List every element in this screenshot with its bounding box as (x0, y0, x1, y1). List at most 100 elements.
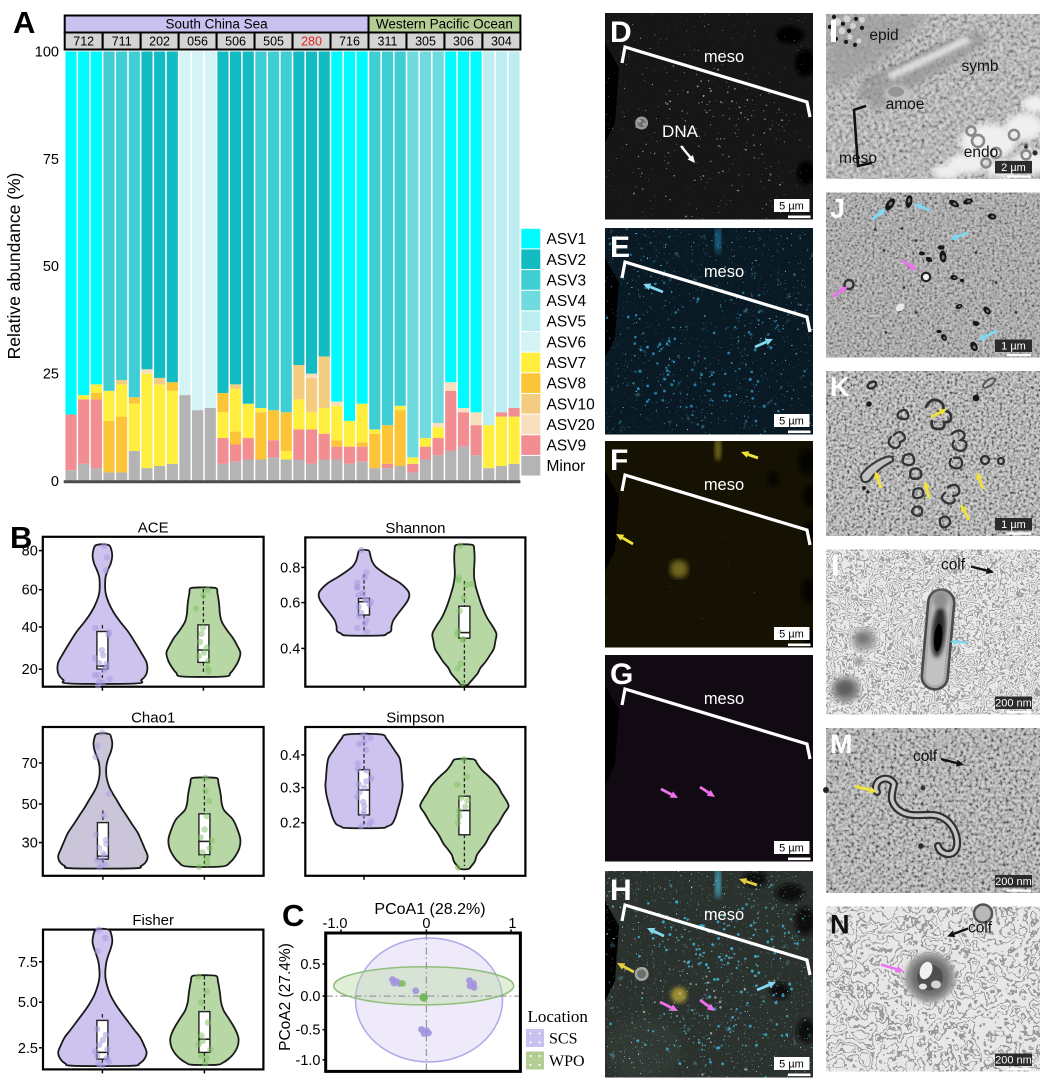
svg-text:1 µm: 1 µm (1001, 519, 1026, 531)
svg-text:280: 280 (301, 35, 322, 49)
svg-text:311: 311 (378, 35, 398, 49)
svg-text:C: C (282, 898, 304, 933)
svg-text:5.0: 5.0 (18, 995, 38, 1011)
svg-text:5 µm: 5 µm (779, 628, 804, 640)
svg-text:Location: Location (528, 1007, 589, 1026)
svg-text:505: 505 (263, 35, 284, 49)
svg-text:0.5: 0.5 (300, 957, 320, 973)
svg-text:endo: endo (964, 144, 998, 161)
svg-text:0.6: 0.6 (280, 596, 300, 612)
svg-text:ASV8: ASV8 (547, 376, 587, 393)
svg-text:305: 305 (415, 35, 436, 49)
svg-text:E: E (610, 231, 630, 264)
svg-text:5 µm: 5 µm (779, 200, 804, 212)
svg-text:M: M (830, 729, 853, 759)
svg-text:epid: epid (869, 27, 898, 44)
svg-text:ACE: ACE (138, 519, 169, 536)
svg-text:ASV10: ASV10 (547, 396, 596, 413)
svg-text:DNA: DNA (662, 122, 699, 141)
svg-text:ASV20: ASV20 (547, 417, 596, 434)
svg-text:711: 711 (112, 35, 132, 49)
svg-text:716: 716 (339, 35, 360, 49)
svg-text:meso: meso (704, 48, 744, 66)
svg-text:SCS: SCS (549, 1031, 577, 1048)
svg-text:0.8: 0.8 (280, 560, 300, 576)
svg-text:306: 306 (453, 35, 474, 49)
svg-text:meso: meso (704, 690, 744, 708)
svg-text:amoe: amoe (886, 96, 925, 113)
svg-text:meso: meso (704, 476, 744, 494)
svg-text:056: 056 (187, 35, 208, 49)
svg-text:304: 304 (491, 35, 512, 49)
svg-text:Chao1: Chao1 (131, 710, 175, 727)
svg-text:Relative abundance (%): Relative abundance (%) (4, 173, 24, 360)
svg-text:2.5: 2.5 (18, 1041, 38, 1057)
svg-text:meso: meso (704, 906, 744, 924)
svg-text:0: 0 (51, 474, 59, 490)
svg-text:5 µm: 5 µm (779, 842, 804, 854)
svg-text:100: 100 (35, 45, 59, 61)
svg-text:colf: colf (968, 920, 993, 937)
svg-text:colf: colf (913, 748, 938, 765)
svg-text:7.5: 7.5 (18, 955, 38, 971)
svg-text:40: 40 (22, 620, 38, 636)
svg-text:0.3: 0.3 (280, 781, 300, 797)
svg-text:meso: meso (839, 150, 877, 167)
svg-text:0.4: 0.4 (280, 641, 300, 657)
svg-text:200 nm: 200 nm (995, 1055, 1032, 1067)
svg-text:25: 25 (43, 367, 59, 383)
svg-text:30: 30 (22, 836, 38, 852)
svg-text:ASV1: ASV1 (547, 231, 587, 248)
svg-text:200 nm: 200 nm (995, 698, 1032, 710)
svg-text:50: 50 (22, 797, 38, 813)
svg-text:PCoA2 (27.4%): PCoA2 (27.4%) (277, 943, 294, 1051)
svg-text:ASV6: ASV6 (547, 334, 587, 351)
svg-text:G: G (610, 658, 633, 691)
svg-text:ASV9: ASV9 (547, 438, 587, 455)
svg-text:ASV3: ASV3 (547, 272, 587, 289)
svg-text:1 µm: 1 µm (1001, 341, 1026, 353)
svg-text:0.4: 0.4 (280, 748, 300, 764)
svg-text:-1.0: -1.0 (296, 1053, 321, 1069)
svg-text:712: 712 (73, 35, 94, 49)
svg-text:0: 0 (422, 916, 430, 932)
svg-text:J: J (830, 194, 845, 224)
svg-text:Simpson: Simpson (386, 710, 444, 727)
svg-text:200 nm: 200 nm (995, 876, 1032, 888)
svg-text:Fisher: Fisher (132, 912, 174, 929)
svg-text:meso: meso (704, 263, 744, 281)
svg-text:ASV5: ASV5 (547, 314, 587, 331)
svg-text:WPO: WPO (549, 1053, 585, 1070)
svg-text:5 µm: 5 µm (779, 1058, 804, 1070)
svg-text:202: 202 (149, 35, 170, 49)
svg-text:-1.0: -1.0 (323, 916, 348, 932)
svg-text:Shannon: Shannon (385, 520, 445, 537)
svg-text:1: 1 (508, 916, 516, 932)
svg-text:60: 60 (22, 583, 38, 599)
svg-text:South China Sea: South China Sea (166, 17, 269, 32)
svg-text:Minor: Minor (547, 458, 586, 475)
svg-text:F: F (610, 444, 628, 477)
svg-text:0.2: 0.2 (280, 816, 300, 832)
svg-text:5 µm: 5 µm (779, 415, 804, 427)
svg-text:-0.5: -0.5 (296, 1023, 321, 1039)
svg-text:ASV4: ASV4 (547, 293, 587, 310)
svg-text:A: A (13, 5, 35, 40)
svg-text:ASV7: ASV7 (547, 355, 587, 372)
svg-text:0.0: 0.0 (300, 989, 320, 1005)
svg-text:506: 506 (225, 35, 246, 49)
svg-text:symb: symb (961, 58, 998, 75)
svg-text:75: 75 (43, 152, 59, 168)
svg-text:N: N (830, 910, 850, 940)
svg-text:B: B (10, 520, 32, 555)
svg-text:80: 80 (22, 544, 38, 560)
svg-text:ASV2: ASV2 (547, 252, 587, 269)
svg-text:50: 50 (43, 259, 59, 275)
svg-text:H: H (610, 874, 632, 907)
svg-text:2 µm: 2 µm (1001, 162, 1026, 174)
svg-text:Western Pacific Ocean: Western Pacific Ocean (376, 17, 513, 32)
svg-text:70: 70 (22, 756, 38, 772)
svg-text:PCoA1 (28.2%): PCoA1 (28.2%) (374, 901, 485, 918)
svg-text:20: 20 (22, 662, 38, 678)
svg-text:D: D (610, 16, 632, 49)
